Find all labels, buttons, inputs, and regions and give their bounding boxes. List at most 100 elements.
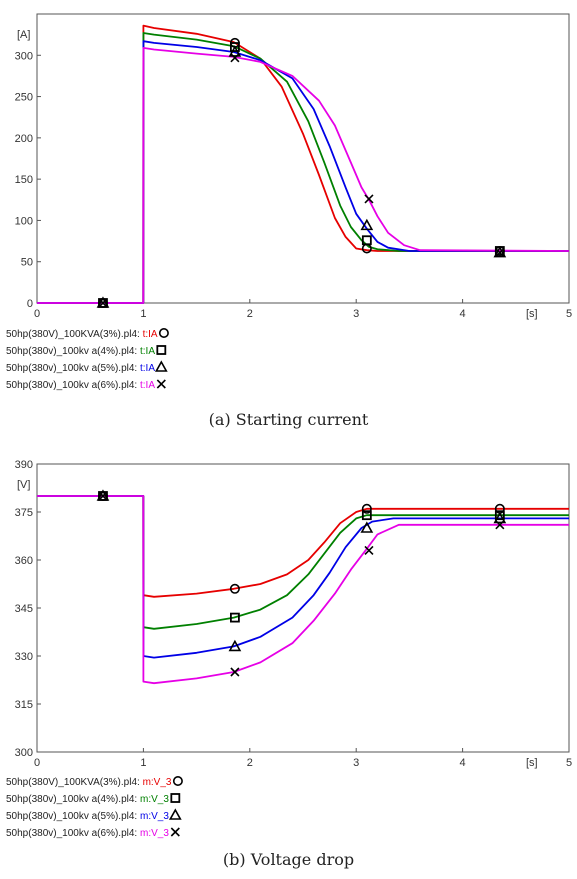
- y-tick-label: 300: [15, 50, 33, 62]
- y-tick-label: 345: [15, 603, 33, 615]
- x-axis-label: [s]: [526, 308, 538, 320]
- series-marker: [494, 510, 505, 521]
- series-marker: [361, 503, 372, 514]
- legend-marker: [172, 775, 183, 786]
- series-marker: [360, 218, 374, 231]
- series-marker: [230, 612, 240, 623]
- x-tick-label: 5: [566, 308, 572, 320]
- series-line: [37, 40, 569, 304]
- y-tick-label: 250: [15, 92, 33, 104]
- legend-marker: [170, 827, 180, 837]
- legend-label: 50hp(380v)_100kv a(6%).pl4:: [6, 380, 140, 391]
- series-marker: [495, 248, 505, 258]
- legend-marker: [156, 345, 167, 355]
- legend-label: 50hp(380V)_100KVA(3%).pl4:: [6, 329, 143, 340]
- legend-signal: m:V_3: [140, 828, 169, 839]
- x-tick-label: 5: [566, 757, 572, 769]
- legend-marker: [158, 327, 169, 338]
- chart-caption: (b) Voltage drop: [222, 850, 355, 869]
- y-tick-label: 375: [15, 507, 33, 519]
- series-marker: [230, 53, 240, 63]
- legend-signal: m:V_3: [143, 777, 172, 788]
- legend-signal: t:IA: [143, 329, 158, 340]
- legend-signal: t:IA: [140, 363, 155, 374]
- legend-entry: 50hp(380v)_100kv a(5%).pl4: m:V_3: [6, 811, 169, 822]
- x-axis-label: [s]: [526, 757, 538, 769]
- series-line: [37, 495, 569, 598]
- legend-label: 50hp(380V)_100KVA(3%).pl4:: [6, 777, 143, 788]
- legend-entry: 50hp(380v)_100kv a(5%).pl4: t:IA: [6, 363, 155, 374]
- series-marker: [228, 45, 242, 57]
- series-line: [37, 495, 569, 659]
- x-tick-label: 1: [140, 757, 146, 769]
- y-tick-label: 390: [15, 459, 33, 471]
- y-tick-label: 315: [15, 699, 33, 711]
- series-marker: [493, 245, 507, 258]
- series-line: [37, 495, 569, 685]
- x-tick-label: 3: [353, 308, 359, 320]
- series-marker: [361, 235, 372, 246]
- series-marker: [495, 520, 505, 530]
- y-tick-label: 330: [15, 651, 33, 663]
- y-tick-label: 200: [15, 133, 33, 145]
- x-tick-label: 0: [34, 308, 40, 320]
- legend-entry: 50hp(380V)_100KVA(3%).pl4: m:V_3: [6, 777, 172, 788]
- legend-signal: m:V_3: [140, 811, 169, 822]
- series-marker: [96, 296, 110, 308]
- series-marker: [361, 510, 372, 521]
- y-tick-label: 0: [27, 298, 33, 310]
- y-axis-label: [V]: [17, 479, 30, 491]
- chart-caption: (a) Starting current: [208, 410, 369, 429]
- series-marker: [98, 491, 108, 501]
- x-tick-label: 4: [460, 757, 466, 769]
- series-marker: [364, 545, 374, 555]
- x-tick-label: 4: [460, 308, 466, 320]
- legend-signal: t:IA: [140, 346, 155, 357]
- legend-entry: 50hp(380v)_100kv a(6%).pl4: t:IA: [6, 380, 155, 391]
- legend-label: 50hp(380v)_100kv a(5%).pl4:: [6, 811, 140, 822]
- legend-entry: 50hp(380V)_100KVA(3%).pl4: t:IA: [6, 329, 158, 340]
- legend-signal: m:V_3: [140, 794, 169, 805]
- legend-entry: 50hp(380v)_100kv a(6%).pl4: m:V_3: [6, 828, 169, 839]
- legend-marker: [170, 793, 181, 803]
- legend-signal: t:IA: [140, 380, 155, 391]
- legend-marker: [154, 360, 168, 372]
- series-marker: [360, 521, 374, 533]
- x-tick-label: 2: [247, 757, 253, 769]
- series-line: [37, 495, 569, 630]
- starting-current-chart: 0 50 100 150 200 250 300 0 1 2 3 4 5 [A] [s] 50hp(380V)…: [6, 13, 572, 391]
- legend-label: 50hp(380v)_100kv a(4%).pl4:: [6, 794, 140, 805]
- series-marker: [98, 298, 108, 308]
- x-tick-label: 3: [353, 757, 359, 769]
- y-axis-label: [A]: [17, 29, 30, 41]
- plot-frame: [36, 463, 570, 753]
- legend-marker: [156, 379, 166, 389]
- legend-label: 50hp(380v)_100kv a(5%).pl4:: [6, 363, 140, 374]
- legend-marker: [168, 808, 182, 820]
- plot-frame: [36, 13, 570, 304]
- series-marker: [493, 511, 507, 524]
- legend-entry: 50hp(380v)_100kv a(4%).pl4: m:V_3: [6, 794, 169, 805]
- x-tick-label: 0: [34, 757, 40, 769]
- series-marker: [229, 583, 240, 594]
- series-marker: [230, 42, 240, 52]
- series-marker: [228, 639, 242, 652]
- legend-label: 50hp(380v)_100kv a(4%).pl4:: [6, 346, 140, 357]
- y-tick-label: 50: [21, 257, 33, 269]
- starting-current-figure: 0 50 100 150 200 250 300 0 1 2 3 4 5 [A] [s] 50hp(380V)…: [6, 13, 572, 429]
- y-tick-label: 360: [15, 555, 33, 567]
- series-line: [37, 47, 570, 304]
- legend-entry: 50hp(380v)_100kv a(4%).pl4: t:IA: [6, 346, 155, 357]
- voltage-drop-figure: 300 315 330 345 360 375 390 0 1 2 3 4 5 [V] [s] 50hp(38…: [0, 452, 577, 879]
- x-tick-label: 2: [247, 308, 253, 320]
- series-marker: [364, 194, 374, 204]
- series-marker: [230, 667, 240, 677]
- series-line: [37, 24, 569, 304]
- series-line: [37, 32, 569, 304]
- y-tick-label: 300: [15, 747, 33, 759]
- legend-label: 50hp(380v)_100kv a(6%).pl4:: [6, 828, 140, 839]
- y-tick-label: 100: [15, 215, 33, 227]
- y-tick-label: 150: [15, 174, 33, 186]
- series-marker: [96, 489, 110, 501]
